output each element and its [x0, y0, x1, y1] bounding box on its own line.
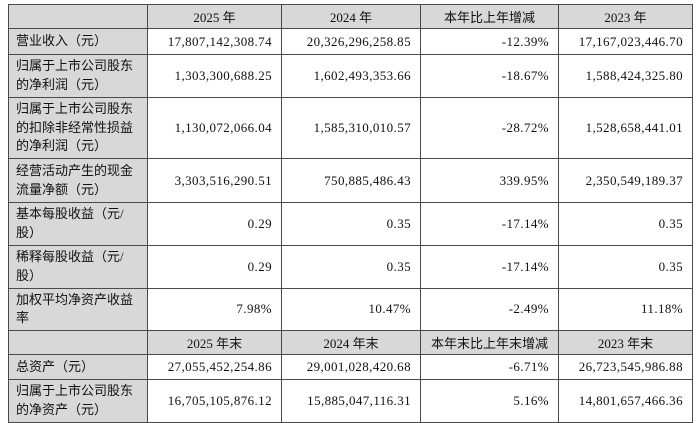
col-header-2024: 2024 年	[281, 4, 421, 29]
table-row-diluted-eps: 稀释每股收益（元/股） 0.29 0.35 -17.14% 0.35	[8, 244, 693, 289]
table-row-basic-eps: 基本每股收益（元/股） 0.29 0.35 -17.14% 0.35	[8, 202, 693, 246]
financial-summary-table: 2025 年 2024 年 本年比上年增减 2023 年 营业收入（元） 17,…	[8, 4, 693, 423]
value-2024: 750,885,486.43	[281, 158, 421, 204]
col-header-yoy-change: 本年比上年增减	[420, 4, 559, 29]
period-end-header-row: 2025 年末 2024 年末 本年末比上年末增减 2023 年末	[8, 330, 693, 356]
row-label: 营业收入（元）	[8, 28, 148, 55]
value-2023: 11.18%	[558, 287, 693, 332]
value-2025: 17,807,142,308.74	[147, 28, 282, 55]
table-row-net-assets: 归属于上市公司股东的净资产（元） 16,705,105,876.12 15,88…	[8, 379, 693, 423]
value-change: -17.14%	[420, 202, 559, 246]
row-label: 稀释每股收益（元/股）	[8, 244, 148, 289]
col-header-end-change: 本年末比上年末增减	[420, 330, 559, 356]
row-label: 归属于上市公司股东的净利润（元）	[8, 54, 148, 98]
value-2024: 1,602,493,353.66	[281, 54, 421, 98]
value-2025: 0.29	[147, 244, 282, 289]
table-row-net-profit-excl-nonrecurring: 归属于上市公司股东的扣除非经常性损益的净利润（元） 1,130,072,066.…	[8, 96, 693, 160]
value-change: -28.72%	[420, 96, 559, 160]
table-row-weighted-avg-roe: 加权平均净资产收益率 7.98% 10.47% -2.49% 11.18%	[8, 287, 693, 332]
row-label: 加权平均净资产收益率	[8, 287, 148, 332]
table-row-total-assets: 总资产（元） 27,055,452,254.86 29,001,028,420.…	[8, 354, 693, 381]
row-label: 经营活动产生的现金流量净额（元）	[8, 158, 148, 204]
value-2024: 0.35	[281, 244, 421, 289]
value-change: -12.39%	[420, 28, 559, 55]
value-change: 5.16%	[420, 379, 559, 423]
value-change: -18.67%	[420, 54, 559, 98]
value-2023: 1,588,424,325.80	[558, 54, 693, 98]
value-2025: 27,055,452,254.86	[147, 354, 282, 381]
value-2024: 10.47%	[281, 287, 421, 332]
value-2024: 20,326,296,258.85	[281, 28, 421, 55]
value-2023: 0.35	[558, 244, 693, 289]
col-header-2025: 2025 年	[147, 4, 282, 29]
value-2025: 7.98%	[147, 287, 282, 332]
annual-header-row: 2025 年 2024 年 本年比上年增减 2023 年	[8, 4, 693, 29]
value-change: -6.71%	[420, 354, 559, 381]
col-header-2023-end: 2023 年末	[558, 330, 693, 356]
value-2024: 0.35	[281, 202, 421, 246]
value-2023: 0.35	[558, 202, 693, 246]
value-change: -17.14%	[420, 244, 559, 289]
value-2025: 1,130,072,066.04	[147, 96, 282, 160]
table-row-net-profit: 归属于上市公司股东的净利润（元） 1,303,300,688.25 1,602,…	[8, 54, 693, 98]
row-label: 归属于上市公司股东的净资产（元）	[8, 379, 148, 423]
value-2024: 1,585,310,010.57	[281, 96, 421, 160]
row-label: 总资产（元）	[8, 354, 148, 381]
value-2023: 17,167,023,446.70	[558, 28, 693, 55]
value-2025: 16,705,105,876.12	[147, 379, 282, 423]
value-2023: 2,350,549,189.37	[558, 158, 693, 204]
row-label: 归属于上市公司股东的扣除非经常性损益的净利润（元）	[8, 96, 148, 160]
corner-cell-blank	[8, 4, 148, 29]
value-2024: 15,885,047,116.31	[281, 379, 421, 423]
row-label: 基本每股收益（元/股）	[8, 202, 148, 246]
table-row-operating-cash-flow: 经营活动产生的现金流量净额（元） 3,303,516,290.51 750,88…	[8, 158, 693, 204]
value-2025: 1,303,300,688.25	[147, 54, 282, 98]
value-2023: 26,723,545,986.88	[558, 354, 693, 381]
value-change: -2.49%	[420, 287, 559, 332]
value-2023: 1,528,658,441.01	[558, 96, 693, 160]
corner-cell-blank	[8, 330, 148, 356]
value-2024: 29,001,028,420.68	[281, 354, 421, 381]
table-row-revenue: 营业收入（元） 17,807,142,308.74 20,326,296,258…	[8, 28, 693, 55]
value-change: 339.95%	[420, 158, 559, 204]
value-2025: 3,303,516,290.51	[147, 158, 282, 204]
col-header-2023: 2023 年	[558, 4, 693, 29]
col-header-2025-end: 2025 年末	[147, 330, 282, 356]
value-2023: 14,801,657,466.36	[558, 379, 693, 423]
value-2025: 0.29	[147, 202, 282, 246]
col-header-2024-end: 2024 年末	[281, 330, 421, 356]
